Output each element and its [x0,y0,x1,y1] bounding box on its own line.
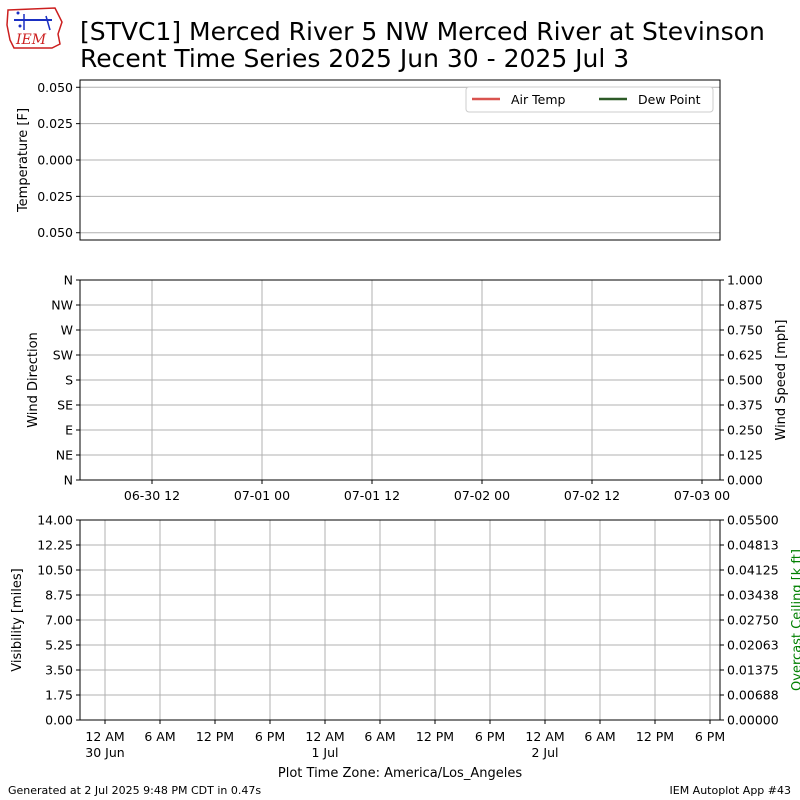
temperature-panel: 0.050 0.025 0.000 0.025 0.050 Temperature [F… [16,79,721,241]
visibility-tick-label-7: 1.75 [45,688,73,703]
wind-speed-tick-label-0: 1.000 [727,273,763,288]
visibility-tick-label-4: 7.00 [45,613,73,628]
visibility-axis-label: Visibility [miles] [10,568,25,671]
wind-speed-axis-label: Wind Speed [mph] [774,320,789,441]
wind-speed-tick-label-2: 0.750 [727,323,763,338]
wind-speed-tick-label-7: 0.125 [727,448,763,463]
wind-direction-tick-label-3: SW [53,348,73,363]
visibility-x-tick-label-4: 12 AM [305,729,344,744]
wind-speed-tick-label-4: 0.500 [727,373,763,388]
logo-text: IEM [15,32,47,48]
wind-direction-tick-label-2: W [61,323,73,338]
visibility-x-date-label-8: 2 Jul [531,745,558,760]
footer-generated: Generated at 2 Jul 2025 9:48 PM CDT in 0… [8,784,261,797]
ceiling-tick-label-2: 0.04125 [727,563,779,578]
iem-logo: IEM [6,7,63,49]
chart-title-line1: [STVC1] Merced River 5 NW Merced River a… [80,17,765,46]
footer-app: IEM Autoplot App #43 [670,784,792,797]
visibility-x-date-label-0: 30 Jun [85,745,124,760]
temperature-y-tick-label-3: 0.025 [37,189,73,204]
ceiling-tick-label-6: 0.01375 [727,663,779,678]
temperature-y-axis-label: Temperature [F] [16,108,31,213]
wind-x-tick-label-1: 07-01 00 [234,488,290,503]
wind-x-tick-label-4: 07-02 12 [564,488,620,503]
wind-speed-tick-label-6: 0.250 [727,423,763,438]
wind-x-tick-label-0: 06-30 12 [124,488,180,503]
wind-x-tick-label-3: 07-02 00 [454,488,510,503]
visibility-tick-label-3: 8.75 [45,588,73,603]
temperature-y-tick-label-2: 0.000 [37,153,73,168]
wind-direction-tick-label-1: NW [51,298,73,313]
visibility-x-tick-label-0: 12 AM [85,729,124,744]
visibility-x-tick-label-3: 6 PM [255,729,285,744]
visibility-x-tick-label-11: 6 PM [695,729,725,744]
temperature-y-ticks: 0.050 0.025 0.000 0.025 0.050 [37,80,80,240]
x-axis-label: Plot Time Zone: America/Los_Angeles [278,766,522,781]
ceiling-y-ticks: 0.05500 0.04813 0.04125 0.03438 0.02750 0.020… [720,513,779,728]
wind-direction-tick-label-7: NE [56,448,73,463]
visibility-x-tick-label-9: 6 AM [584,729,615,744]
visibility-tick-label-1: 12.25 [37,538,73,553]
iowa-outline-icon [6,7,63,49]
visibility-x-date-label-4: 1 Jul [311,745,338,760]
legend-dew-point-label: Dew Point [638,92,701,107]
visibility-x-tick-label-1: 6 AM [144,729,175,744]
ceiling-tick-label-5: 0.02063 [727,638,779,653]
wind-x-tick-label-5: 07-03 00 [674,488,730,503]
temperature-legend: Air Temp Dew Point [465,86,714,113]
wind-direction-tick-label-6: E [65,423,73,438]
visibility-y-ticks: 14.00 12.25 10.50 8.75 7.00 5.25 3.50 1.75 0.00 [37,513,80,728]
visibility-tick-label-6: 3.50 [45,663,73,678]
ceiling-tick-label-7: 0.00688 [727,688,779,703]
ceiling-axis-label: Overcast Ceiling [k ft] [790,549,800,691]
wind-direction-tick-label-5: SE [57,398,73,413]
visibility-x-tick-label-5: 6 AM [364,729,395,744]
wind-panel: N NW W SW S SE E NE N 1.000 0.875 0.750 0.625 0.500 0… [26,273,789,504]
temperature-y-tick-label-4: 0.050 [37,225,73,240]
ceiling-tick-label-8: 0.00000 [727,713,779,728]
wind-direction-axis-label: Wind Direction [26,332,41,428]
chart-title-line2: Recent Time Series 2025 Jun 30 - 2025 Ju… [80,44,629,73]
temperature-y-tick-label-1: 0.025 [37,116,73,131]
wind-direction-ticks: N NW W SW S SE E NE N [51,273,80,488]
visibility-x-tick-label-8: 12 AM [525,729,564,744]
visibility-tick-label-0: 14.00 [37,513,73,528]
visibility-x-tick-label-10: 12 PM [636,729,674,744]
visibility-x-tick-label-2: 12 PM [196,729,234,744]
ceiling-tick-label-1: 0.04813 [727,538,779,553]
visibility-tick-label-5: 5.25 [45,638,73,653]
ceiling-tick-label-0: 0.05500 [727,513,779,528]
wind-direction-tick-label-4: S [65,373,73,388]
visibility-x-tick-label-6: 12 PM [416,729,454,744]
wind-x-ticks: 06-30 12 07-01 00 07-01 12 07-02 00 07-02 12… [124,480,730,503]
wind-speed-tick-label-8: 0.000 [727,473,763,488]
wind-grid [80,279,720,481]
wind-speed-tick-label-3: 0.625 [727,348,763,363]
wind-x-tick-label-2: 07-01 12 [344,488,400,503]
wind-speed-tick-label-1: 0.875 [727,298,763,313]
ceiling-tick-label-4: 0.02750 [727,613,779,628]
legend-air-temp-label: Air Temp [511,92,566,107]
visibility-x-tick-label-7: 6 PM [475,729,505,744]
visibility-grid [80,519,720,721]
visibility-panel: 14.0012.2510.508.757.005.253.501.750.00 … [10,513,800,782]
temperature-y-tick-label-0: 0.050 [37,80,73,95]
wind-speed-ticks: 1.000 0.875 0.750 0.625 0.500 0.375 0.250 0.125… [720,273,763,488]
visibility-tick-label-8: 0.00 [45,713,73,728]
wind-direction-tick-label-8: N [64,473,73,488]
visibility-tick-label-2: 10.50 [37,563,73,578]
wind-direction-tick-label-0: N [64,273,73,288]
ceiling-tick-label-3: 0.03438 [727,588,779,603]
wind-speed-tick-label-5: 0.375 [727,398,763,413]
